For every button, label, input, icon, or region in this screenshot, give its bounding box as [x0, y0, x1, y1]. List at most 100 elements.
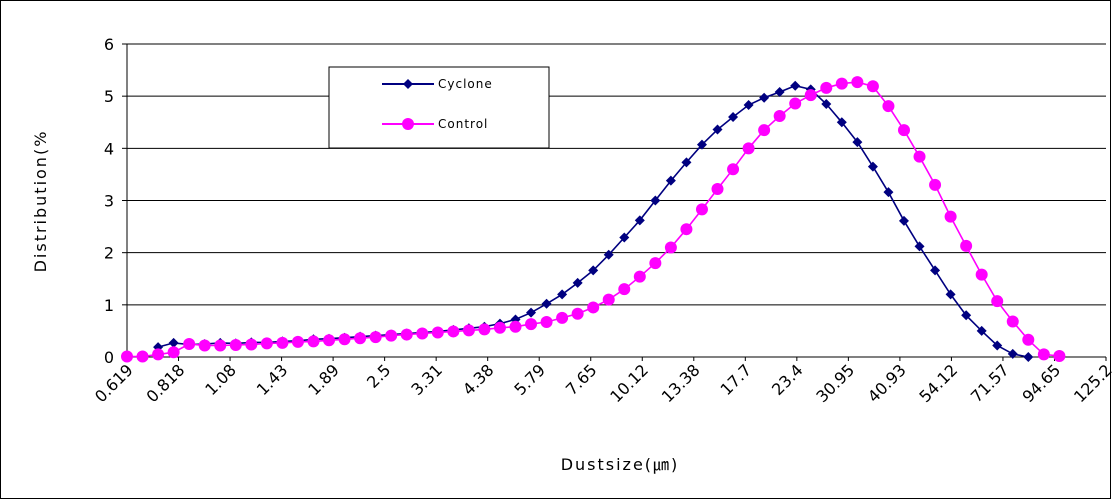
data-point [400, 328, 413, 341]
data-point [866, 80, 879, 93]
data-point [852, 137, 863, 148]
data-point [229, 339, 242, 352]
data-point [462, 324, 475, 337]
legend: Cyclone Control [328, 66, 550, 149]
data-point [540, 316, 553, 329]
data-point [992, 340, 1003, 351]
grid-lines [122, 43, 1106, 358]
data-point [665, 175, 676, 186]
data-point [944, 210, 957, 223]
data-point [976, 325, 987, 336]
data-point [338, 333, 351, 346]
data-point [168, 337, 179, 348]
y-tick-label: 4 [104, 139, 114, 158]
data-point [914, 241, 925, 252]
data-point [930, 265, 941, 276]
data-point [664, 241, 677, 254]
data-point [556, 311, 569, 324]
data-point [883, 187, 894, 198]
data-point [276, 336, 289, 349]
data-point [634, 215, 645, 226]
data-point [1037, 348, 1050, 361]
data-point [929, 178, 942, 191]
data-point [759, 92, 770, 103]
data-point [681, 157, 692, 168]
data-point [571, 307, 584, 320]
data-point [587, 301, 600, 314]
data-point [323, 334, 336, 347]
data-point [541, 298, 552, 309]
data-point [773, 109, 786, 122]
series [121, 76, 1066, 363]
data-point [619, 232, 630, 243]
legend-box [328, 66, 550, 149]
data-point [307, 335, 320, 348]
data-point [572, 277, 583, 288]
data-point [696, 139, 707, 150]
data-point [431, 326, 444, 339]
data-point [835, 77, 848, 90]
data-point [509, 320, 522, 333]
data-point [291, 335, 304, 348]
data-point [152, 348, 165, 361]
y-tick-label: 2 [104, 244, 114, 263]
data-point [1023, 352, 1034, 362]
data-point [478, 323, 491, 336]
data-point [245, 338, 258, 351]
data-point [851, 76, 864, 89]
data-point [898, 215, 909, 226]
data-point [260, 337, 273, 350]
data-point [821, 98, 832, 109]
data-point [385, 329, 398, 342]
data-point [712, 124, 723, 135]
data-point [1022, 333, 1035, 346]
data-point [183, 337, 196, 350]
data-point [214, 339, 227, 352]
data-point [774, 86, 785, 97]
data-point [820, 81, 833, 94]
data-point [742, 142, 755, 155]
legend-marker-control [402, 118, 414, 130]
data-point [493, 321, 506, 334]
data-point [588, 265, 599, 276]
data-point [790, 80, 801, 91]
data-point [633, 270, 646, 283]
data-point [1053, 349, 1066, 362]
legend-label-control: Control [438, 117, 488, 131]
data-point [416, 327, 429, 340]
data-point [882, 100, 895, 113]
data-point [1006, 315, 1019, 328]
data-point [945, 289, 956, 300]
data-point [525, 318, 538, 331]
y-tick-label: 1 [104, 296, 114, 315]
x-axis-title: Dustsize(㎛) [561, 455, 680, 474]
y-tick-label: 0 [104, 348, 114, 367]
data-point [1007, 348, 1018, 359]
data-point [913, 150, 926, 163]
legend-label-cyclone: Cyclone [438, 77, 493, 91]
y-tick-label: 5 [104, 87, 114, 106]
data-point [695, 203, 708, 216]
data-point [743, 100, 754, 111]
data-point [758, 124, 771, 137]
data-point [975, 268, 988, 281]
data-point [836, 117, 847, 128]
data-point [557, 289, 568, 300]
data-point [167, 346, 180, 359]
data-point [728, 112, 739, 123]
data-point [960, 239, 973, 252]
data-point [711, 183, 724, 196]
y-tick-labels: 0 1 2 3 4 5 6 [104, 35, 114, 367]
data-point [991, 295, 1004, 308]
data-point [354, 332, 367, 345]
series-control [121, 76, 1066, 363]
data-point [650, 195, 661, 206]
data-point [804, 89, 817, 102]
data-point [369, 331, 382, 344]
data-point [680, 223, 693, 236]
data-point [526, 307, 537, 318]
data-point [867, 161, 878, 172]
